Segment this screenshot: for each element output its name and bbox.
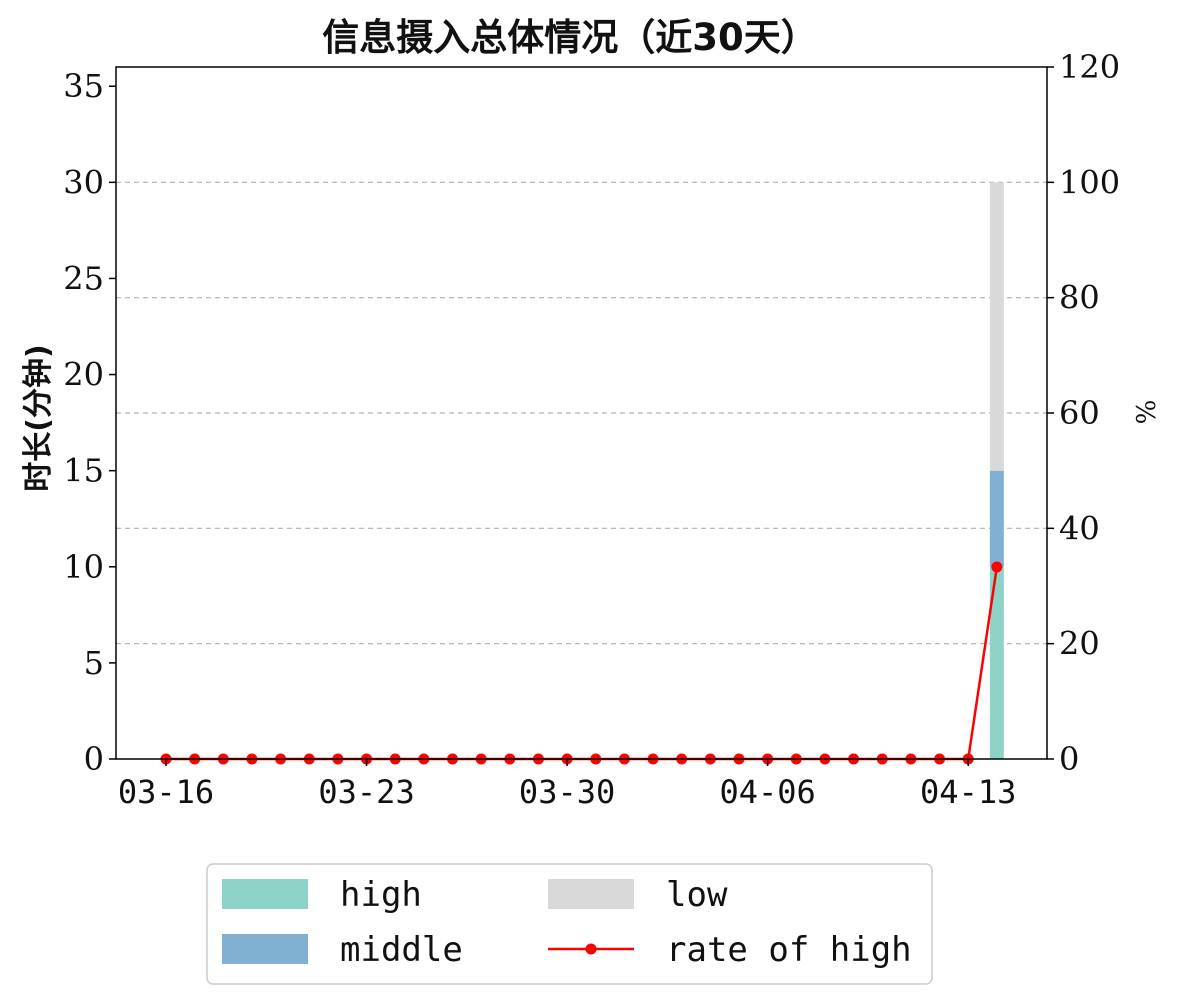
left-axis-label: 时长(分钟) (21, 344, 56, 491)
legend-frame (206, 863, 933, 985)
left-tick-label: 10 (63, 548, 104, 586)
left-axis: 0 5 10 15 20 25 30 35 (63, 67, 116, 778)
legend-label: rate of high (666, 930, 912, 970)
right-tick-label: 60 (1059, 394, 1100, 432)
left-tick-label: 25 (63, 259, 104, 297)
x-tick-label: 04-13 (920, 773, 1016, 811)
rate-point (991, 561, 1003, 573)
left-tick-label: 0 (84, 740, 104, 778)
legend-label: high (340, 875, 422, 915)
legend-label: middle (340, 930, 463, 970)
x-tick-label: 03-23 (318, 773, 414, 811)
legend-label: low (666, 875, 728, 915)
right-tick-label: 80 (1059, 279, 1100, 317)
rate-line-group (160, 561, 1003, 765)
chart-title: 信息摄入总体情况（近30天） (322, 16, 818, 59)
left-tick-label: 35 (63, 67, 104, 105)
bar-low (989, 182, 1004, 471)
x-tick-label: 04-06 (719, 773, 815, 811)
bar-middle (989, 470, 1004, 567)
legend: high low middle rate of high (206, 863, 933, 985)
right-tick-label: 100 (1059, 163, 1120, 201)
right-axis-label: % (1132, 400, 1162, 425)
left-tick-label: 20 (63, 356, 104, 394)
legend-items: high low middle rate of high (222, 875, 912, 970)
left-tick-label: 15 (63, 452, 104, 490)
right-axis: 0 20 40 60 80 100 120 (1047, 48, 1120, 778)
legend-swatch-high (222, 879, 308, 909)
x-tick-label: 03-16 (118, 773, 214, 811)
legend-swatch-middle (222, 934, 308, 964)
right-tick-label: 20 (1059, 625, 1100, 663)
grid-lines (116, 181, 1047, 645)
rate-line (166, 566, 999, 761)
x-axis: 03-16 03-23 03-30 04-06 04-13 (118, 759, 1016, 811)
left-tick-label: 5 (84, 644, 104, 682)
bar-high (989, 566, 1004, 759)
plot-area (115, 66, 1048, 765)
legend-swatch-low (548, 879, 634, 909)
right-tick-label: 0 (1059, 740, 1079, 778)
left-tick-label: 30 (63, 163, 104, 201)
x-tick-label: 03-30 (519, 773, 615, 811)
bar-group (989, 182, 1004, 759)
legend-swatch-marker (585, 943, 597, 955)
right-tick-label: 40 (1059, 509, 1100, 547)
right-tick-label: 120 (1059, 48, 1120, 86)
